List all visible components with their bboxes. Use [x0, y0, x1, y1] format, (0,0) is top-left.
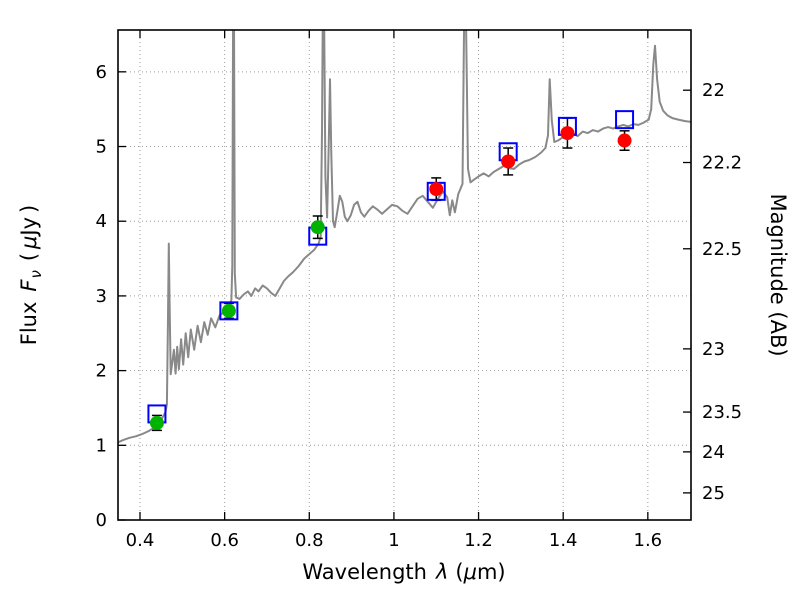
flux-symbol: F — [17, 279, 41, 292]
model-photometry-square — [219, 301, 239, 321]
y-tick-label-right: 24 — [702, 442, 725, 463]
x-tick-label: 1.6 — [634, 530, 663, 551]
x-axis-label-close: m) — [477, 560, 506, 584]
observed-point-red — [501, 154, 516, 169]
x-tick-label: 1.2 — [464, 530, 493, 551]
y-tick-label-right: 23.5 — [702, 402, 742, 423]
observed-point-green — [149, 415, 164, 430]
x-axis-label-word: Wavelength — [302, 560, 427, 584]
y-tick-label-left: 1 — [96, 435, 107, 456]
x-tick-label: 1.4 — [549, 530, 578, 551]
observed-point-red — [617, 133, 632, 148]
y-axis-label-left: Flux Fν ( μJy) — [17, 205, 45, 346]
observed-point-red — [429, 182, 444, 197]
y-tick-label-left: 2 — [96, 361, 107, 382]
y-tick-label-left: 5 — [96, 137, 107, 158]
y-tick-label-right: 22.2 — [702, 153, 742, 174]
flux-word: Flux — [17, 302, 41, 346]
mu-symbol: μ — [463, 560, 477, 584]
y-tick-label-left: 4 — [96, 211, 107, 232]
flux-units-mu: μ — [17, 236, 41, 250]
observed-photometry-nir — [429, 126, 632, 197]
plot-content: 0.4 0.6 0.8 1 1.2 1.4 1.601234562222.222.52323… — [96, 29, 742, 551]
y-tick-label-left: 6 — [96, 62, 107, 83]
observed-point-red — [560, 126, 575, 141]
x-tick-label: 0.4 — [126, 530, 155, 551]
y-tick-label-left: 0 — [96, 510, 107, 531]
observed-point-green — [310, 220, 325, 235]
x-tick-label: 0.6 — [210, 530, 239, 551]
x-axis-label: Wavelength λ (μm) — [302, 560, 505, 584]
axes-frame — [117, 29, 692, 521]
flux-units-jy: Jy — [17, 217, 41, 238]
y-tick-label-right: 22.5 — [702, 239, 742, 260]
model-photometry-square — [615, 110, 635, 130]
y-axis-label-right: Magnitude (AB) — [766, 193, 790, 356]
x-tick-label: 1 — [388, 530, 399, 551]
ticks — [118, 30, 691, 521]
nu-subscript: ν — [27, 270, 45, 278]
grid — [118, 30, 691, 520]
y-tick-label-right: 25 — [702, 483, 725, 504]
flux-units-close-paren: ) — [17, 205, 41, 213]
x-tick-label: 0.8 — [295, 530, 324, 551]
x-axis-label-open-paren: ( — [455, 560, 463, 584]
observed-photometry-optical — [149, 220, 325, 430]
observed-point-green — [221, 303, 236, 318]
y-tick-label-right: 22 — [702, 80, 725, 101]
lambda-symbol: λ — [435, 560, 448, 584]
y-tick-label-right: 23 — [702, 339, 725, 360]
flux-units-open-paren: ( — [17, 253, 41, 261]
plot-area — [118, 30, 691, 520]
y-tick-label-left: 3 — [96, 286, 107, 307]
